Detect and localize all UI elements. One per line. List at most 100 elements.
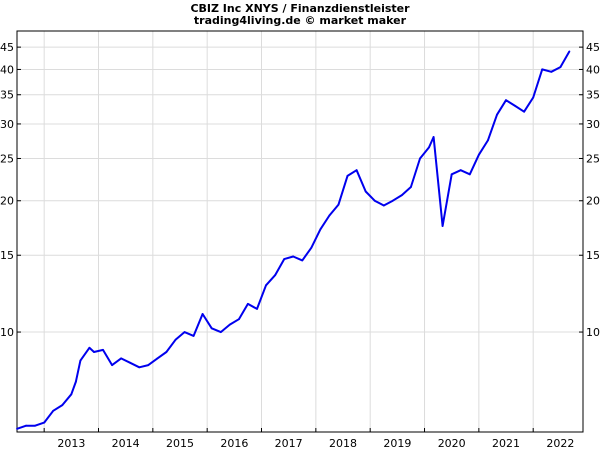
data-point	[301, 259, 304, 262]
x-tick-label: 2015	[166, 437, 194, 450]
data-point	[523, 110, 525, 113]
x-tick-label: 2020	[438, 437, 466, 450]
data-point	[541, 68, 544, 71]
data-point	[43, 421, 46, 424]
y-tick-label-left: 35	[0, 89, 14, 102]
data-point	[88, 346, 91, 349]
data-point	[192, 335, 195, 337]
data-point	[532, 96, 535, 99]
y-tick-label-right: 40	[586, 63, 600, 76]
y-tick-label-left: 15	[0, 249, 14, 262]
y-tick-label-left: 20	[0, 195, 14, 208]
x-tick-label: 2021	[492, 437, 520, 450]
data-point	[165, 351, 168, 353]
data-point	[201, 313, 204, 315]
x-tick-label: 2022	[546, 437, 574, 450]
data-point	[111, 364, 113, 366]
data-point	[496, 113, 498, 116]
y-axis-right: 10 15 20 25 30 35 40 45	[579, 41, 600, 339]
data-point	[16, 427, 18, 430]
data-point	[274, 274, 276, 277]
data-point	[410, 186, 412, 188]
data-point	[102, 349, 104, 351]
data-point	[514, 105, 516, 107]
y-tick-label-right: 15	[586, 249, 600, 262]
x-tick-label: 2019	[383, 437, 411, 450]
x-tick-label: 2016	[220, 437, 248, 450]
x-tick-label: 2013	[57, 437, 85, 450]
data-point	[364, 190, 367, 193]
data-point	[450, 173, 453, 176]
gridlines	[17, 31, 583, 432]
data-point	[468, 173, 471, 176]
data-point	[550, 70, 553, 73]
x-axis: 2013 2014 2015 2016 2017 2018 2019 2020 2021 2022	[43, 428, 574, 450]
price-line	[16, 50, 571, 430]
data-point	[129, 361, 132, 364]
data-point	[238, 318, 240, 321]
data-point	[75, 380, 77, 383]
data-point	[382, 204, 385, 207]
data-point	[459, 169, 462, 172]
data-point	[478, 153, 480, 156]
y-tick-label-right: 25	[586, 152, 600, 165]
chart-title: CBIZ Inc XNYS / Finanzdienstleister	[190, 2, 410, 15]
data-point	[147, 364, 150, 366]
data-point	[52, 409, 55, 412]
data-point	[487, 139, 489, 142]
y-tick-label-left: 25	[0, 152, 14, 165]
data-point	[183, 331, 186, 333]
data-point	[346, 175, 349, 177]
x-tick-label: 2017	[275, 437, 303, 450]
data-point	[70, 393, 73, 396]
y-tick-label-left: 30	[0, 118, 14, 131]
x-tick-label: 2014	[112, 437, 140, 450]
plot-area	[16, 30, 584, 433]
data-point	[505, 99, 507, 102]
data-point	[156, 357, 159, 360]
data-point	[138, 366, 141, 369]
data-point	[441, 225, 444, 227]
series-layer	[16, 50, 571, 430]
data-point	[256, 308, 258, 310]
y-axis-left: 10 15 20 25 30 35 40 45	[0, 41, 21, 339]
data-point	[79, 359, 82, 362]
data-point	[355, 169, 358, 172]
data-point	[292, 255, 295, 258]
data-point	[120, 357, 122, 360]
data-point	[373, 199, 376, 202]
data-point	[310, 246, 313, 249]
y-tick-label-right: 20	[586, 195, 600, 208]
data-point	[247, 303, 249, 305]
data-point	[34, 424, 36, 427]
y-tick-label-right: 30	[586, 118, 600, 131]
y-tick-label-left: 40	[0, 63, 14, 76]
data-point	[391, 199, 394, 202]
y-tick-label-right: 45	[586, 41, 600, 54]
chart-subtitle: trading4living.de © market maker	[194, 14, 407, 27]
data-point	[319, 228, 322, 231]
y-tick-label-right: 35	[586, 89, 600, 102]
data-point	[25, 424, 27, 427]
data-point	[401, 194, 403, 197]
data-point	[61, 404, 64, 406]
data-point	[219, 331, 222, 333]
data-point	[210, 327, 213, 330]
data-point	[428, 146, 430, 149]
data-point	[265, 284, 267, 287]
data-point	[419, 157, 421, 160]
data-point	[174, 338, 177, 341]
data-point	[432, 136, 435, 138]
y-tick-label-left: 45	[0, 41, 14, 54]
x-tick-label: 2018	[329, 437, 357, 450]
data-point	[93, 351, 95, 353]
y-tick-label-left: 10	[0, 326, 14, 339]
data-point	[337, 203, 340, 206]
y-tick-label-right: 10	[586, 326, 600, 339]
data-point	[328, 214, 331, 217]
data-point	[228, 323, 231, 326]
data-point	[283, 258, 286, 260]
data-point	[568, 50, 571, 53]
data-point	[559, 66, 562, 68]
